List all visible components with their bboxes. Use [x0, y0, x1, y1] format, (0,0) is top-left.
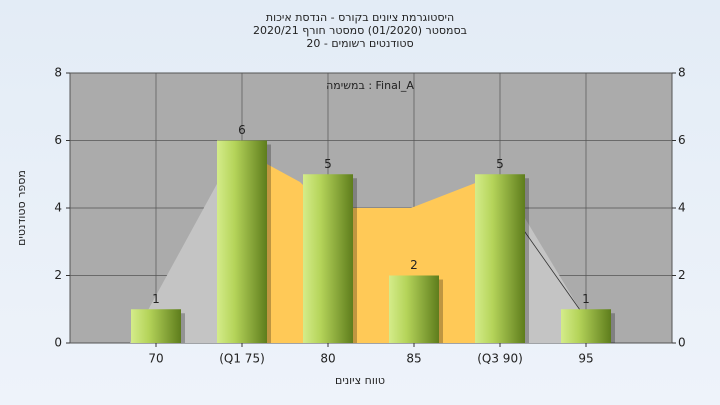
bar	[475, 174, 525, 343]
decoration	[519, 224, 581, 311]
data-label: 1	[582, 292, 590, 306]
x-tick-label: 80	[320, 352, 335, 366]
data-label: 5	[496, 157, 504, 171]
bar	[217, 140, 267, 343]
y-tick-label: 2	[54, 268, 62, 282]
data-label: 2	[410, 258, 418, 272]
y-tick-label: 4	[54, 201, 62, 215]
chart-subtitle: בסמסטר (01/2020) סמסטר חורף 2020/21	[253, 24, 467, 37]
bar	[131, 309, 181, 343]
y2-tick-label: 0	[678, 336, 686, 350]
data-label: 5	[324, 157, 332, 171]
y-tick-label: 0	[54, 336, 62, 350]
decoration	[130, 140, 241, 343]
x-tick-label: 70	[148, 352, 163, 366]
x-tick-label: 85	[406, 352, 421, 366]
data-label: 6	[238, 123, 246, 137]
bar	[389, 275, 439, 343]
y-axis-label: מספר סטודנטים	[15, 170, 28, 246]
legend-label: במשימה : Final_A	[326, 79, 414, 92]
y2-tick-label: 2	[678, 268, 686, 282]
x-tick-label: (Q1 75)	[219, 352, 265, 366]
y-tick-label: 8	[54, 66, 62, 80]
y2-tick-label: 8	[678, 66, 686, 80]
bar	[561, 309, 611, 343]
bar	[303, 174, 353, 343]
x-tick-label: (Q3 90)	[477, 352, 523, 366]
chart-title: היסטוגרמת ציונים בקורס - הנדסת איכות	[266, 11, 454, 24]
y2-tick-label: 6	[678, 133, 686, 147]
chart-subtitle: סטודנטים רשומים - 20	[306, 37, 413, 50]
y2-tick-label: 4	[678, 201, 686, 215]
x-tick-label: 95	[578, 352, 593, 366]
data-label: 1	[152, 292, 160, 306]
x-axis-label: טווח ציונים	[335, 374, 385, 387]
y-tick-label: 6	[54, 133, 62, 147]
